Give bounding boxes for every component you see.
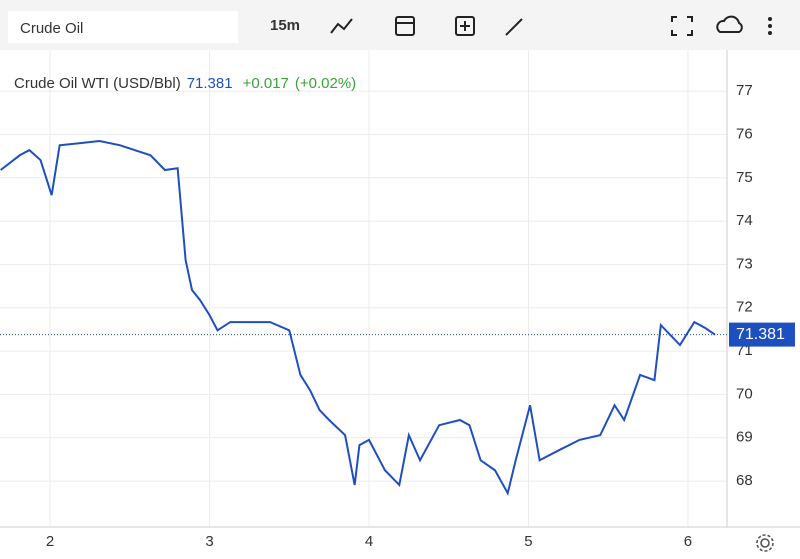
last-price-label: 71.381 <box>736 326 785 343</box>
legend-change-pct: (+0.02%) <box>295 75 356 92</box>
x-tick-label: 2 <box>46 533 54 550</box>
legend-title: Crude Oil WTI (USD/Bbl) <box>14 75 181 92</box>
last-price-badge <box>729 322 795 347</box>
legend: Crude Oil WTI (USD/Bbl) 71.381 +0.017 (+0.0… <box>14 75 356 92</box>
legend-last: 71.381 <box>187 75 233 92</box>
x-tick-label: 3 <box>205 533 213 550</box>
toolbar-icons[interactable] <box>330 15 743 36</box>
y-tick-label: 74 <box>736 212 753 229</box>
y-tick-label: 70 <box>736 385 753 402</box>
search-text: Crude Oil <box>20 20 83 37</box>
interval[interactable]: 15m <box>270 17 300 34</box>
y-tick-label: 75 <box>736 169 753 186</box>
search-box[interactable] <box>8 11 238 43</box>
y-tick-label: 73 <box>736 255 753 272</box>
y-tick-label: 69 <box>736 429 753 446</box>
more-icon[interactable] <box>768 17 772 35</box>
y-tick-label: 72 <box>736 299 753 316</box>
x-tick-label: 5 <box>524 533 532 550</box>
settings-icon[interactable] <box>756 534 774 552</box>
y-tick-label: 77 <box>736 82 753 99</box>
legend-change: +0.017 <box>243 75 289 92</box>
price-line <box>0 139 716 496</box>
x-tick-label: 4 <box>365 533 373 550</box>
y-tick-label: 68 <box>736 472 753 489</box>
x-tick-label: 6 <box>684 533 692 550</box>
y-tick-label: 76 <box>736 125 753 142</box>
